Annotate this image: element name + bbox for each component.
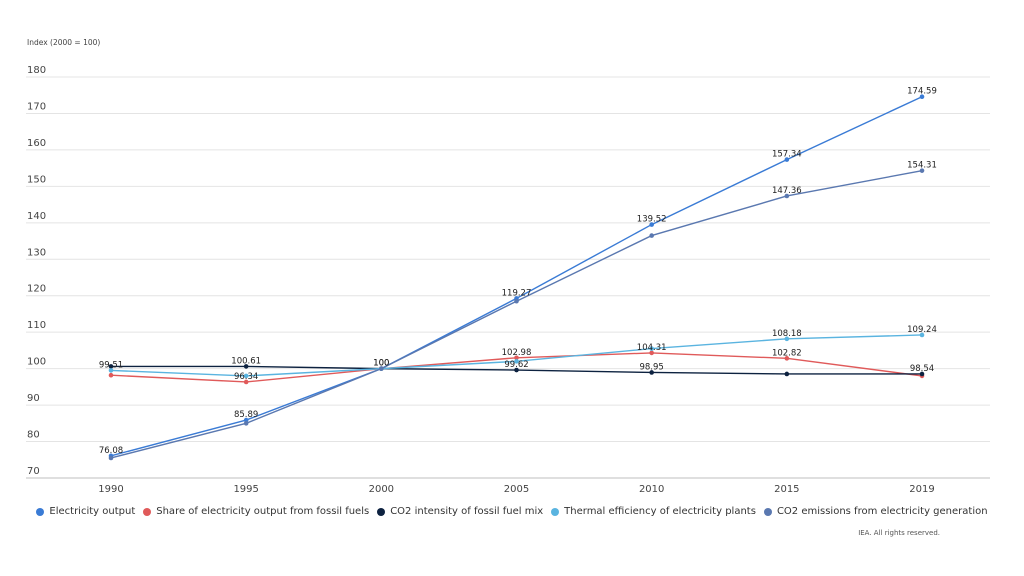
data-label: 100 [373, 359, 389, 369]
data-point [919, 94, 925, 100]
data-label: 102.98 [502, 348, 532, 358]
data-point [243, 417, 249, 423]
y-tick-label: 90 [27, 393, 40, 404]
legend-item[interactable]: CO2 emissions from electricity generatio… [763, 506, 988, 517]
legend-label: CO2 emissions from electricity generatio… [776, 506, 988, 517]
data-label: 99.51 [99, 360, 123, 370]
y-tick-label: 170 [27, 101, 46, 112]
data-point [649, 370, 654, 375]
y-tick-label: 110 [27, 320, 46, 331]
legend-item[interactable]: Share of electricity output from fossil … [143, 506, 369, 517]
data-label: 119.27 [502, 288, 532, 298]
legend-label: Electricity output [49, 506, 136, 517]
x-tick-label: 1990 [98, 484, 123, 495]
data-label: 100 [373, 359, 389, 369]
data-label: 108.18 [772, 329, 802, 339]
legend-dot-icon [551, 507, 560, 516]
y-tick-label: 130 [27, 247, 46, 258]
legend-label: Share of electricity output from fossil … [156, 506, 370, 517]
legend-item[interactable]: Thermal efficiency of electricity plants [551, 506, 756, 517]
data-point [514, 355, 519, 361]
data-point [514, 359, 519, 364]
data-point [108, 455, 114, 461]
data-point [649, 350, 654, 356]
data-label: 109.24 [907, 325, 937, 335]
data-point [784, 371, 790, 377]
data-point [919, 332, 925, 338]
data-point [243, 421, 249, 426]
y-tick-label: 70 [27, 466, 40, 477]
data-point [243, 364, 249, 369]
data-point [649, 222, 654, 227]
data-label: 157.34 [772, 150, 802, 160]
y-tick-label: 180 [27, 65, 46, 76]
data-point [243, 373, 249, 379]
y-tick-label: 150 [27, 174, 46, 185]
data-point [379, 366, 384, 371]
legend-item[interactable]: Electricity output [36, 506, 135, 517]
data-point [514, 367, 519, 373]
data-point [243, 379, 249, 385]
y-tick-label: 80 [27, 430, 40, 441]
y-axis-title: Index (2000 = 100) [27, 38, 101, 47]
data-point [649, 346, 654, 351]
data-label: 85.89 [234, 410, 258, 420]
data-label: 174.59 [907, 87, 937, 97]
data-label: 147.36 [772, 186, 802, 196]
legend-label: Thermal efficiency of electricity plants [564, 506, 756, 517]
data-point [108, 368, 114, 373]
data-point [784, 193, 790, 199]
chart-legend: Electricity output Share of electricity o… [0, 506, 1024, 517]
y-tick-label: 160 [27, 138, 46, 149]
data-point [784, 157, 790, 162]
legend-label: CO2 intensity of fossil fuel mix [390, 506, 544, 517]
data-point [514, 298, 519, 304]
data-point [919, 371, 925, 377]
x-tick-label: 1995 [233, 484, 258, 495]
data-label: 100.61 [231, 356, 261, 366]
x-tick-label: 2015 [774, 484, 799, 495]
data-label: 76.08 [99, 446, 123, 456]
credit-text: IEA. All rights reserved. [858, 529, 940, 537]
legend-dot-icon [143, 507, 152, 516]
data-point [649, 233, 654, 238]
y-tick-label: 100 [27, 357, 46, 368]
x-tick-label: 2010 [639, 484, 664, 495]
x-tick-label: 2019 [909, 484, 934, 495]
data-label: 104.31 [637, 343, 667, 353]
data-label: 98.54 [910, 364, 934, 374]
data-label: 98.95 [639, 362, 663, 372]
data-point [108, 372, 114, 378]
data-label: 139.52 [637, 215, 667, 225]
legend-dot-icon [36, 507, 45, 516]
x-tick-label: 2000 [369, 484, 394, 495]
data-point [784, 336, 790, 342]
legend-dot-icon [377, 507, 386, 516]
legend-dot-icon [763, 507, 772, 516]
y-tick-label: 120 [27, 284, 46, 295]
legend-item[interactable]: CO2 intensity of fossil fuel mix [377, 506, 543, 517]
x-tick-label: 2005 [504, 484, 529, 495]
series-line [110, 169, 923, 459]
data-label: 102.82 [772, 348, 802, 358]
y-tick-label: 140 [27, 211, 46, 222]
data-label: 96.34 [234, 372, 258, 382]
data-point [108, 364, 114, 369]
data-point [919, 168, 925, 173]
data-point [784, 356, 790, 361]
data-label: 154.31 [907, 161, 937, 171]
data-label: 99.62 [504, 360, 528, 370]
